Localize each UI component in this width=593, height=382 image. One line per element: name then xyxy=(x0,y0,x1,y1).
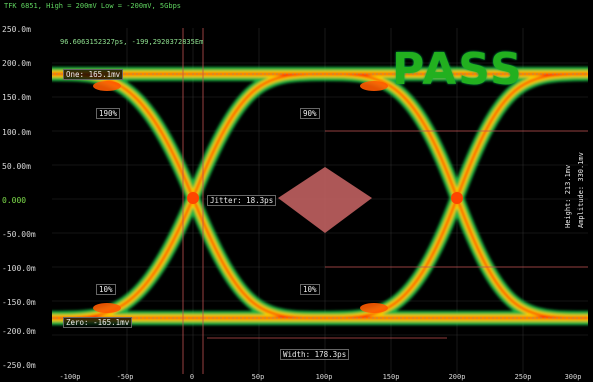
height-label: Height: 213.1mv xyxy=(564,164,572,228)
crossing-points xyxy=(93,81,463,313)
cursor-readout: 96.6063152327ps, -199,2920372835Em xyxy=(60,38,204,46)
y-tick: 0.000 xyxy=(2,196,27,205)
eye-plot-area xyxy=(52,28,588,374)
y-tick: 200.0m xyxy=(2,59,31,68)
eye-mask xyxy=(278,167,372,233)
rise-10-label: 10% xyxy=(96,284,116,295)
x-tick: 200p xyxy=(448,373,466,381)
y-tick: 250.0m xyxy=(2,25,31,34)
y-tick: -100.0m xyxy=(2,264,36,273)
jitter-label: Jitter: 18.3ps xyxy=(207,195,277,206)
fall-10-label: 10% xyxy=(300,284,320,295)
header-readout: TFK 6851, High = 200mV Low = -200mV, 5Gb… xyxy=(4,2,182,10)
measurement-lines xyxy=(182,28,588,374)
x-tick: -100p xyxy=(59,373,81,381)
pass-indicator: PASS xyxy=(392,44,524,95)
y-tick: -150.0m xyxy=(2,298,36,307)
y-tick: -250.0m xyxy=(2,361,36,370)
amplitude-label: Amplitude: 330.1mv xyxy=(577,152,585,228)
y-tick: 150.0m xyxy=(2,93,31,102)
y-tick: -200.0m xyxy=(2,327,36,336)
one-level-label: One: 165.1mv xyxy=(63,69,124,80)
x-tick: 100p xyxy=(315,373,333,381)
x-tick: 300p xyxy=(564,373,582,381)
level-lines xyxy=(52,73,588,319)
x-tick: 0 xyxy=(189,373,195,381)
x-tick: 50p xyxy=(251,373,265,381)
x-tick: 150p xyxy=(382,373,400,381)
y-tick: -50.00m xyxy=(2,230,36,239)
y-tick: 50.00m xyxy=(2,162,31,171)
y-tick: 100.0m xyxy=(2,128,31,137)
fall-90-label: 90% xyxy=(300,108,320,119)
rise-90-label: 190% xyxy=(96,108,121,119)
width-label: Width: 178.3ps xyxy=(280,349,350,360)
x-tick: -50p xyxy=(116,373,134,381)
x-tick: 250p xyxy=(514,373,532,381)
zero-level-label: Zero: -165.1mv xyxy=(63,317,133,328)
